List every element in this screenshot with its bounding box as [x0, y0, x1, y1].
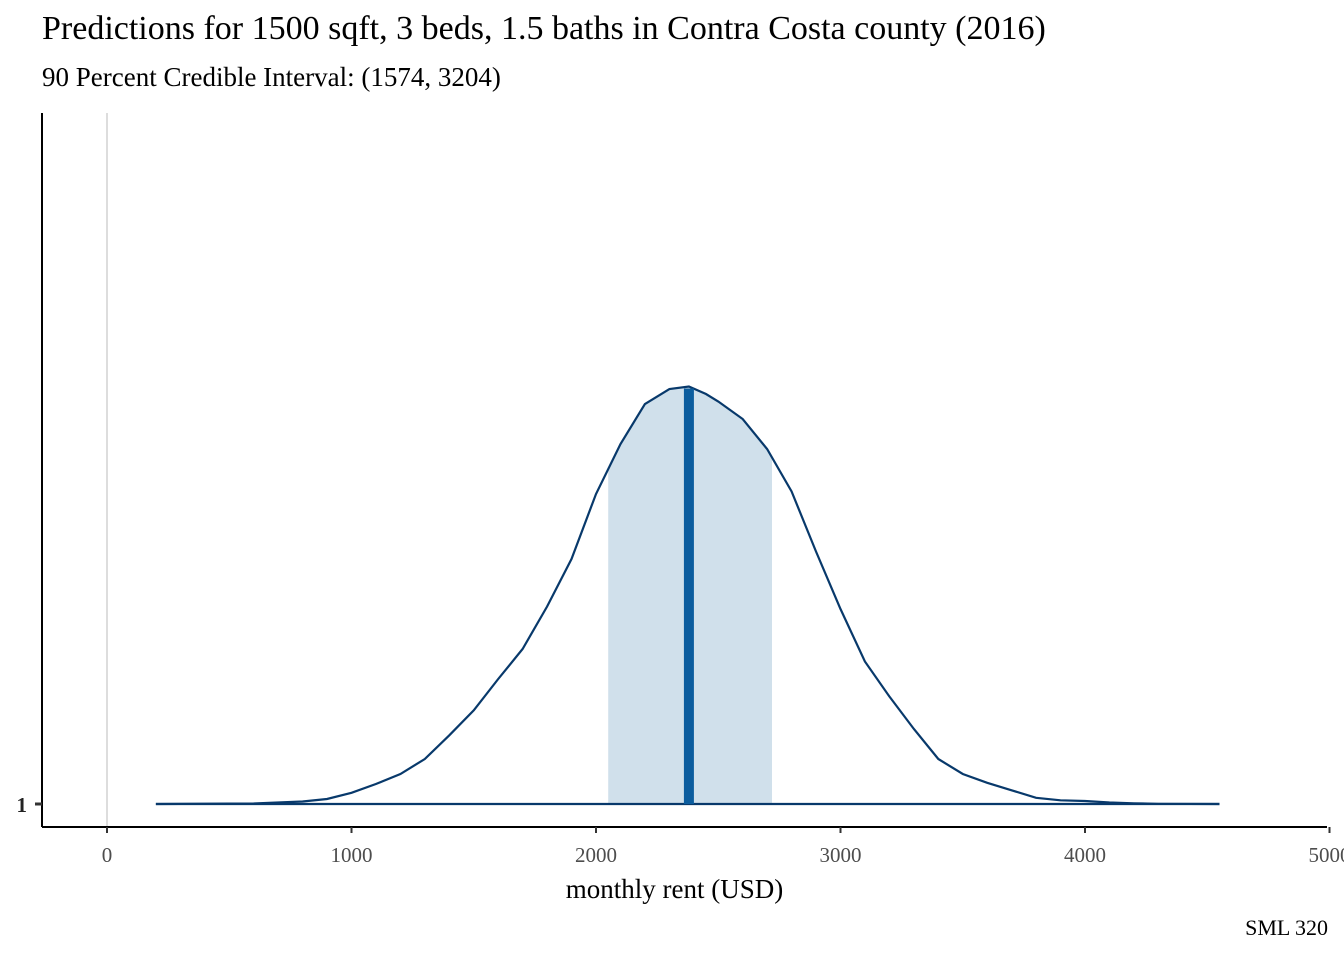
x-tick-label: 4000: [1064, 843, 1106, 867]
y-tick-label: 1: [17, 793, 28, 817]
density-curve: [155, 385, 1220, 806]
x-tick-label: 3000: [820, 843, 862, 867]
chart-title: Predictions for 1500 sqft, 3 beds, 1.5 b…: [42, 10, 1046, 47]
x-tick-label: 5000: [1309, 843, 1344, 867]
density-plot: 0 1000 2000 3000 4000 5000 1 monthly rent (USD…: [17, 113, 1344, 904]
chart-subtitle: 90 Percent Credible Interval: (1574, 320…: [42, 62, 501, 92]
x-tick-label: 1000: [331, 843, 373, 867]
x-tick-label: 0: [102, 843, 113, 867]
axes: 0 1000 2000 3000 4000 5000 1: [17, 113, 1344, 867]
caption: SML 320: [1245, 915, 1328, 940]
x-tick-label: 2000: [575, 843, 617, 867]
x-axis-title: monthly rent (USD): [566, 874, 783, 904]
